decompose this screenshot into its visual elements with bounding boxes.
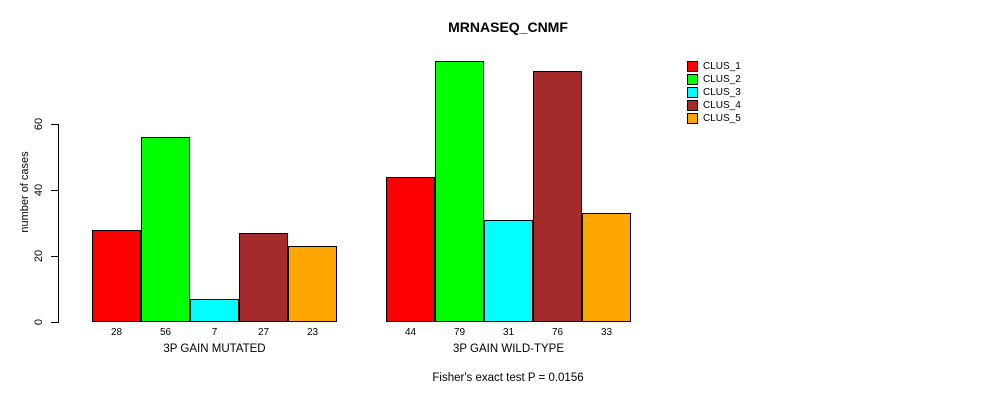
legend-label: CLUS_1 <box>703 61 741 72</box>
bar-value-label: 33 <box>600 327 613 338</box>
y-tick-label: 0 <box>33 318 45 326</box>
legend-label: CLUS_2 <box>703 74 741 85</box>
caption-fisher-test: Fisher's exact test P = 0.0156 <box>432 372 584 384</box>
bar-value-label: 28 <box>110 327 123 338</box>
bar-clus_2-2 <box>435 61 484 322</box>
legend-swatch-icon <box>687 61 698 72</box>
legend-label: CLUS_3 <box>703 87 741 98</box>
legend-item-clus_1: CLUS_1 <box>687 60 741 73</box>
y-tick-label: 60 <box>33 117 45 131</box>
y-tick <box>51 190 58 191</box>
bar-value-label: 7 <box>211 327 218 338</box>
group-label: 3P GAIN WILD-TYPE <box>453 343 564 355</box>
bar-value-label: 56 <box>159 327 172 338</box>
legend-label: CLUS_4 <box>703 100 741 111</box>
y-axis-label: number of cases <box>19 151 31 233</box>
y-tick-label: 40 <box>33 183 45 197</box>
chart-title: MRNASEQ_CNMF <box>448 19 568 35</box>
bar-clus_4-2 <box>533 71 582 322</box>
bar-clus_1-1 <box>92 229 141 322</box>
bar-clus_5-2 <box>582 213 631 322</box>
y-tick-label: 20 <box>33 249 45 263</box>
bar-clus_3-2 <box>484 219 533 322</box>
bar-value-label: 27 <box>257 327 270 338</box>
legend-swatch-icon <box>687 100 698 111</box>
bar-value-label: 44 <box>404 327 417 338</box>
bar-clus_4-1 <box>239 232 288 322</box>
y-tick <box>51 124 58 125</box>
bar-value-label: 31 <box>502 327 515 338</box>
bar-value-label: 23 <box>306 327 319 338</box>
y-axis-line <box>58 124 59 323</box>
legend-label: CLUS_5 <box>703 113 741 124</box>
bar-clus_1-2 <box>386 176 435 322</box>
y-tick <box>51 256 58 257</box>
legend: CLUS_1 CLUS_2 CLUS_3 CLUS_4 CLUS_5 <box>687 60 741 125</box>
bar-clus_2-1 <box>141 137 190 322</box>
bar-clus_5-1 <box>288 246 337 322</box>
legend-swatch-icon <box>687 87 698 98</box>
legend-item-clus_3: CLUS_3 <box>687 86 741 99</box>
bar-value-label: 76 <box>551 327 564 338</box>
legend-item-clus_2: CLUS_2 <box>687 73 741 86</box>
legend-swatch-icon <box>687 113 698 124</box>
y-tick <box>51 322 58 323</box>
legend-swatch-icon <box>687 74 698 85</box>
legend-item-clus_4: CLUS_4 <box>687 99 741 112</box>
bar-clus_3-1 <box>190 298 239 322</box>
bar-value-label: 79 <box>453 327 466 338</box>
legend-item-clus_5: CLUS_5 <box>687 112 741 125</box>
group-label: 3P GAIN MUTATED <box>163 343 266 355</box>
